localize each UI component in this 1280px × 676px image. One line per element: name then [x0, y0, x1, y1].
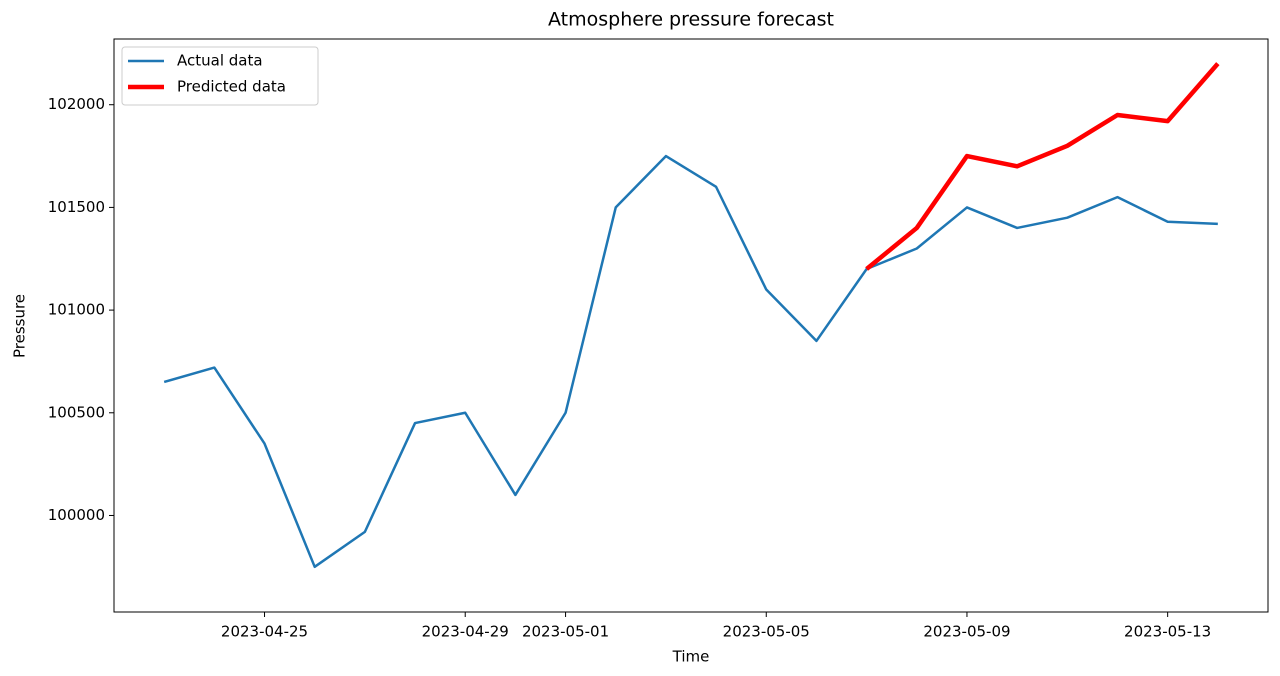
x-tick-label: 2023-05-13: [1124, 623, 1211, 641]
y-tick-label: 101500: [48, 198, 105, 216]
plot-frame: [113, 38, 1269, 613]
y-axis-label: Pressure: [11, 294, 29, 358]
legend-label: Actual data: [177, 52, 263, 70]
chart-title: Atmosphere pressure forecast: [548, 9, 834, 31]
legend-label: Predicted data: [177, 78, 286, 96]
y-tick-label: 100000: [48, 506, 105, 524]
y-tick-label: 102000: [48, 95, 105, 113]
x-tick-label: 2023-05-09: [923, 623, 1010, 641]
x-tick-label: 2023-05-05: [723, 623, 810, 641]
data-line: [163, 154, 1218, 569]
x-axis-label: Time: [672, 648, 710, 666]
y-tick-label: 100500: [48, 403, 105, 421]
y-tick-label: 101000: [48, 301, 105, 319]
legend-box: [121, 46, 319, 106]
x-tick-label: 2023-04-25: [221, 623, 308, 641]
x-tick-label: 2023-04-29: [422, 623, 509, 641]
x-tick-label: 2023-05-01: [522, 623, 609, 641]
data-line: [865, 62, 1220, 271]
